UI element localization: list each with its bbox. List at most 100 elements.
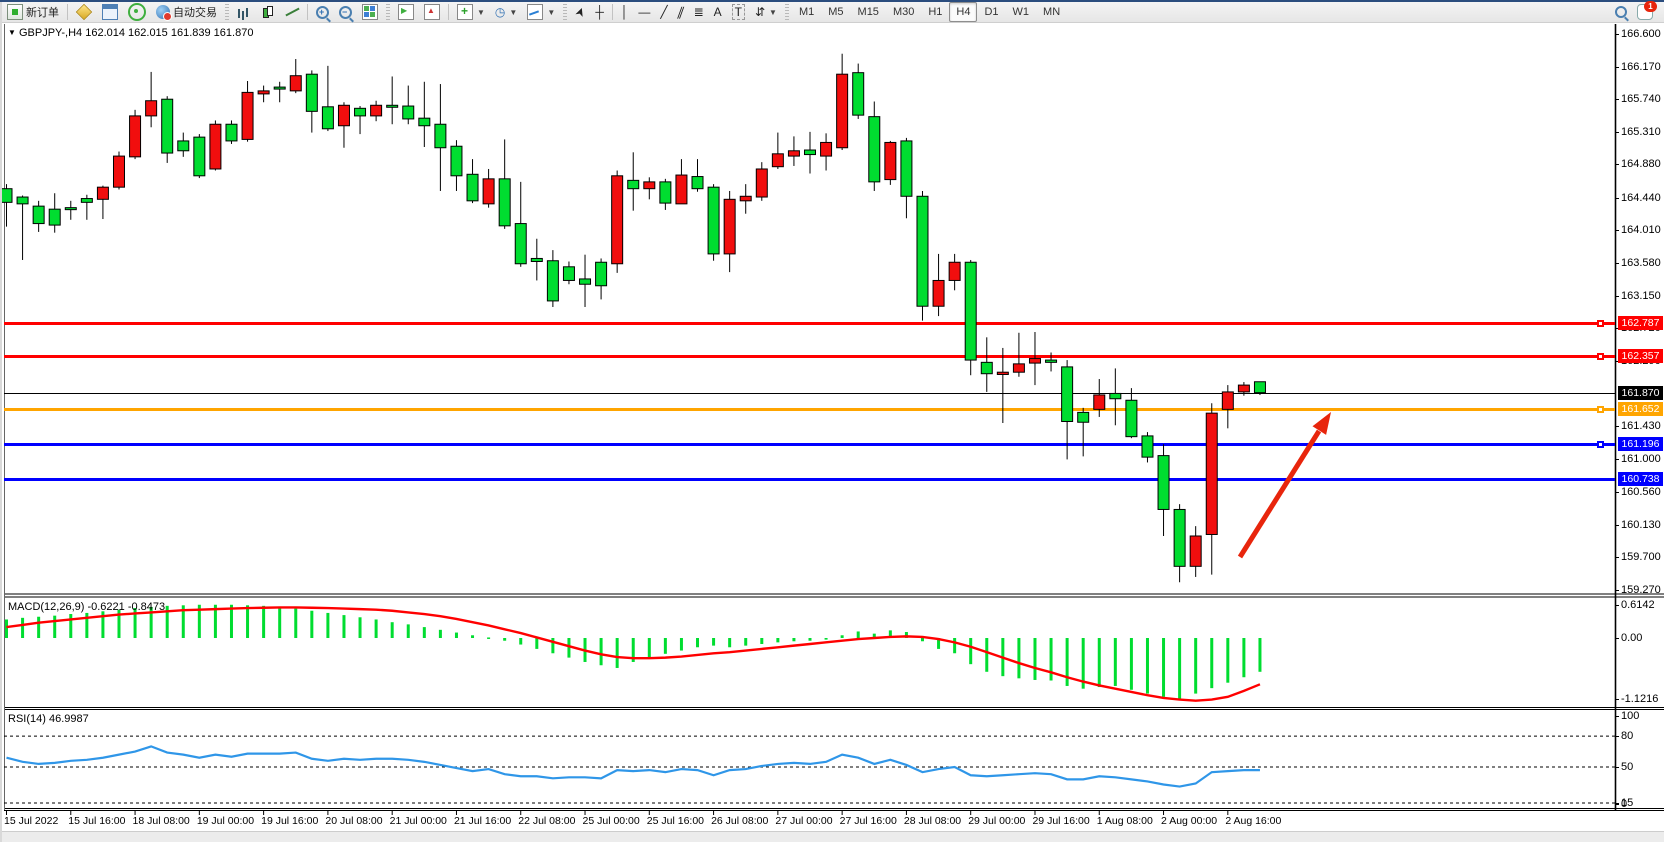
toolbar-grip[interactable] [784,4,789,20]
fibonacci-tool-button[interactable]: ≣ [689,2,709,22]
date-label: 2 Aug 16:00 [1225,815,1282,827]
macd-histogram-bar [840,635,844,638]
candle-body-down [402,105,415,120]
macd-histogram-bar [53,615,57,638]
macd-histogram-bar [262,605,266,638]
candle-body-up [1205,412,1218,535]
candle-body-down [1061,366,1074,422]
candle-body-up [370,104,383,117]
candle-body-up [482,178,495,205]
candle-body-up [884,141,897,181]
macd-histogram-bar [696,638,700,648]
macd-histogram-bar [422,627,426,638]
candle-body-down [498,178,511,227]
price-tick-label: 164.010 [1621,224,1661,236]
crosshair-tool-button[interactable]: ┼ [590,2,609,22]
timeframe-button-m15[interactable]: M15 [857,6,879,18]
trend-arrow-head[interactable] [1312,412,1332,435]
price-tick-label: 161.430 [1621,420,1661,432]
date-label: 29 Jul 16:00 [1032,815,1090,827]
zoom-out-button[interactable]: − [334,2,357,22]
template-button[interactable]: ▼ [522,2,560,22]
macd-histogram-bar [374,619,378,638]
price-line-label-160.738: 160.738 [1618,472,1663,486]
new-order-label: 新订单 [26,7,59,19]
macd-histogram-bar [149,606,153,638]
macd-histogram-bar [1017,638,1021,679]
candle-body-down [530,257,543,262]
price-line-label-162.787: 162.787 [1618,316,1663,330]
chat-balloon-icon: 1 [1637,1,1657,20]
toolbar-grip[interactable] [225,4,229,20]
navigator-button[interactable] [123,2,151,22]
price-tick-label: 166.170 [1621,61,1661,73]
new-order-button[interactable]: 新订单 [2,2,64,22]
candle-body-up [145,100,158,117]
period-button[interactable]: ◷ ▼ [490,2,522,22]
macd-histogram-bar [744,638,748,646]
notifications-button[interactable]: 1 [1632,1,1658,22]
label-tool-button[interactable]: T [727,2,750,22]
macd-histogram-bar [920,638,924,642]
toolbar-grip[interactable] [563,4,568,20]
candle-body-up [1237,384,1250,393]
price-tick-label: 160.130 [1621,519,1661,531]
zoom-in-button[interactable]: + [311,2,334,22]
horizontal-line-tool-button[interactable]: — [633,2,655,22]
toolbar-grip[interactable] [386,4,390,20]
candle-body-down [514,223,527,265]
macd-histogram-bar [438,629,442,638]
macd-histogram-bar [1097,638,1101,688]
tile-windows-button[interactable] [357,2,383,22]
macd-histogram-bar [454,632,458,638]
text-tool-button[interactable]: A [709,2,727,22]
macd-histogram-bar [599,638,603,666]
macd-histogram-bar [37,616,41,638]
macd-histogram-bar [904,632,908,638]
candle-body-up [241,91,254,140]
macd-histogram-bar [776,638,780,643]
timeframe-button-h1[interactable]: H1 [928,6,943,18]
candlestick-chart-button[interactable] [256,2,280,22]
data-window-button[interactable] [97,2,123,22]
timeframe-button-d1[interactable]: D1 [984,6,999,18]
macd-histogram-bar [888,630,892,638]
crosshair-icon: ┼ [595,5,604,19]
date-label: 25 Jul 16:00 [646,815,705,827]
price-line-handle-center [1599,355,1602,358]
symbol-dropdown-icon[interactable]: ▼ [8,28,16,37]
rsi-line [6,745,1260,788]
timeframe-button-m5[interactable]: M5 [828,6,844,18]
price-tick-label: 160.560 [1621,486,1661,498]
search-button[interactable] [1610,2,1632,22]
arrows-tool-button[interactable]: ⇵ ▼ [750,2,782,22]
candle-body-down [964,261,977,361]
macd-histogram-bar [117,609,121,638]
trendline-tool-button[interactable]: ╱ [655,2,672,22]
macd-histogram-bar [133,608,137,638]
date-label: 15 Jul 16:00 [68,815,126,827]
price-line-label-161.196: 161.196 [1618,437,1663,451]
candle-body-up [1221,391,1234,410]
candle-body-down [1141,435,1154,458]
bar-chart-button[interactable] [232,2,256,22]
timeframe-button-h4[interactable]: H4 [949,2,978,22]
timeframe-button-m30[interactable]: M30 [892,6,915,18]
new-chart-button[interactable]: ▼ [452,2,490,22]
zoom-in-icon: + [316,5,329,19]
timeframe-button-m1[interactable]: M1 [798,6,815,18]
timeframe-button-mn[interactable]: MN [1043,6,1061,18]
vertical-line-tool-button[interactable]: │ [616,2,634,22]
autotrading-button[interactable]: 自动交易 [151,2,222,22]
macd-histogram-bar [519,638,523,645]
timeframe-button-w1[interactable]: W1 [1012,6,1030,18]
macd-histogram-bar [181,605,185,638]
macd-histogram-bar [1129,638,1133,690]
chart-shift-button[interactable] [419,2,445,22]
auto-scroll-button[interactable] [393,2,419,22]
candle-body-down [804,149,816,156]
trend-arrow-shaft[interactable] [1237,429,1322,559]
macd-histogram-bar [712,638,716,646]
macd-label: MACD(12,26,9) -0.6221 -0.8473 [8,601,166,613]
